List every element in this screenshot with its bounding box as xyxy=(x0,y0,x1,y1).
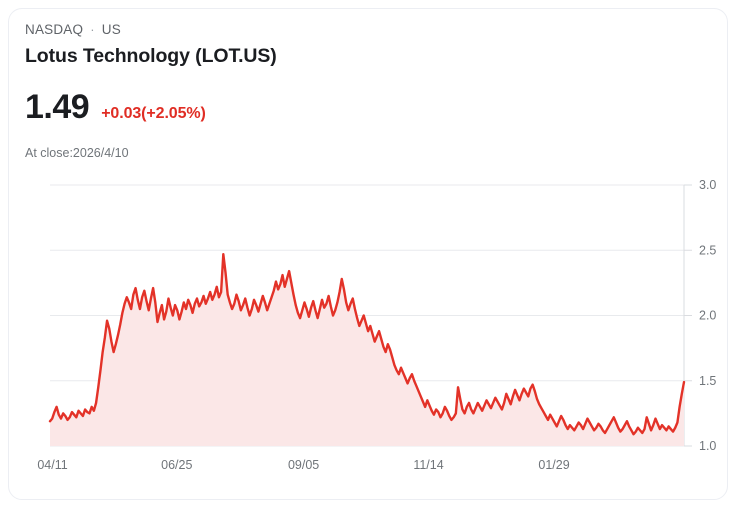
current-price: 1.49 xyxy=(25,88,90,126)
y-axis-label: 1.0 xyxy=(699,439,716,453)
page-title: Lotus Technology (LOT.US) xyxy=(25,45,277,67)
price-change: +0.03(+2.05%) xyxy=(101,105,206,122)
chart-y-axis-labels: 1.0 1.5 2.0 2.5 3.0 xyxy=(699,178,716,453)
x-axis-label: 06/25 xyxy=(161,458,192,472)
price-chart-svg[interactable]: 1.0 1.5 2.0 2.5 3.0 04/11 06/25 09/05 11/14 01/2… xyxy=(9,169,729,489)
region-label: US xyxy=(101,22,121,37)
y-axis-label: 2.0 xyxy=(699,309,716,323)
y-axis-label: 1.5 xyxy=(699,374,716,388)
chart-line xyxy=(48,252,686,436)
card-header: NASDAQ · US Lotus Technology (LOT.US) xyxy=(25,21,711,69)
price-chart[interactable]: 1.0 1.5 2.0 2.5 3.0 04/11 06/25 09/05 11/14 01/2… xyxy=(9,169,729,489)
y-axis-label: 3.0 xyxy=(699,178,716,192)
x-axis-label: 09/05 xyxy=(288,458,319,472)
close-timestamp: At close:2026/4/10 xyxy=(25,146,129,160)
quote-card: NASDAQ · US Lotus Technology (LOT.US) 1.… xyxy=(8,8,728,500)
x-axis-label: 11/14 xyxy=(413,458,443,472)
y-axis-label: 2.5 xyxy=(699,243,716,257)
separator-dot: · xyxy=(90,22,95,37)
x-axis-label: 04/11 xyxy=(37,458,67,472)
exchange-name: NASDAQ xyxy=(25,22,84,37)
chart-area-fill xyxy=(50,254,684,446)
chart-x-axis-labels: 04/11 06/25 09/05 11/14 01/29 xyxy=(37,458,569,472)
x-axis-label: 01/29 xyxy=(538,458,569,472)
chart-axis-ticks xyxy=(684,184,692,447)
quote-row: 1.49 +0.03(+2.05%) xyxy=(25,87,206,127)
exchange-row: NASDAQ · US xyxy=(25,21,711,39)
